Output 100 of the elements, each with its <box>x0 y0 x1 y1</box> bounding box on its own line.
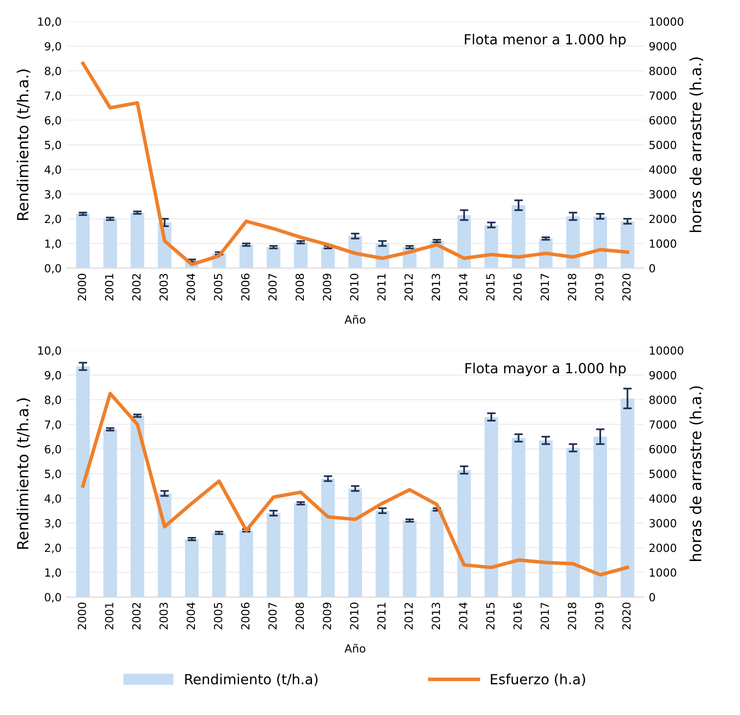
y-tick-label: 3,0 <box>44 190 61 200</box>
bar <box>76 366 90 598</box>
y2-tick-label: 6000 <box>649 444 676 454</box>
x-tick-label: 2017 <box>540 274 550 300</box>
x-tick-label: 2018 <box>568 602 576 630</box>
y2-tick-label: 10000 <box>650 17 684 26</box>
y2-tick-label: 4000 <box>649 494 676 503</box>
bar <box>402 520 416 598</box>
x-tick-label: 2004 <box>186 274 196 300</box>
y2-tick-label: 2000 <box>649 214 676 224</box>
y2-tick-label: 2000 <box>649 544 676 552</box>
y-tick-label: 0,0 <box>44 593 61 603</box>
y-tick-label: 2,0 <box>44 544 61 554</box>
y-tick-label: 7,0 <box>44 91 61 101</box>
y2-tick-label: 9000 <box>649 370 676 380</box>
bar <box>430 509 444 598</box>
y2-tick-label: 0 <box>649 593 655 602</box>
y2-tick-label: 8000 <box>649 396 676 404</box>
text: Flota menor a 1.000 hp <box>464 34 626 48</box>
bar <box>103 218 117 268</box>
x-tick-label: 2009 <box>322 274 332 300</box>
y-tick-label: 1,0 <box>45 239 61 249</box>
x-tick-label: 2007 <box>268 274 277 300</box>
bar <box>566 448 580 598</box>
y-tick-label: 1,0 <box>45 568 61 578</box>
y-axis-title: Rendimiento (t/h.a.) <box>16 70 30 220</box>
y2-tick-label: 7000 <box>650 91 676 100</box>
x-tick-label: 2008 <box>296 274 304 300</box>
y-tick-label: 0,0 <box>44 264 61 274</box>
x-tick-label: 2003 <box>159 602 168 630</box>
x-tick-label: 2005 <box>214 602 222 630</box>
y-tick-label: 8,0 <box>44 66 61 76</box>
y-tick-label: 10,0 <box>38 346 61 356</box>
y-tick-label: 7,0 <box>44 420 61 430</box>
bar <box>484 416 498 598</box>
x-axis-title: Año <box>344 314 366 324</box>
x-tick-label: 2003 <box>159 274 168 300</box>
x-tick-label: 2009 <box>322 602 332 630</box>
x-tick-label: 2020 <box>622 602 631 630</box>
bar <box>185 539 199 598</box>
bar <box>376 510 390 598</box>
bar <box>348 488 362 598</box>
x-tick-label: 2015 <box>486 274 495 300</box>
x-tick-label: 2013 <box>432 274 440 300</box>
x-tick-label: 2010 <box>350 602 358 630</box>
bar <box>538 440 553 598</box>
line-series <box>81 392 630 577</box>
bar <box>593 436 608 598</box>
y2-tick-label: 5000 <box>650 470 676 478</box>
x-tick-label: 2018 <box>568 274 576 300</box>
x-tick-label: 2001 <box>104 274 114 300</box>
y-tick-label: 5,0 <box>44 470 61 480</box>
bar <box>294 242 308 268</box>
bar <box>321 247 335 268</box>
legend-label: Esfuerzo (h.a) <box>490 674 586 686</box>
y2-tick-label: 3000 <box>650 190 676 198</box>
y2-tick-label: 4000 <box>649 165 676 174</box>
y2-tick-label: 10000 <box>650 346 684 355</box>
x-tick-label: 2005 <box>214 274 222 300</box>
y-tick-label: 8,0 <box>44 396 61 406</box>
y-tick-label: 3,0 <box>44 518 61 529</box>
bar <box>593 216 608 268</box>
x-tick-label: 2010 <box>350 274 358 300</box>
y-tick-label: 9,0 <box>44 42 61 52</box>
legend-label: Rendimiento (t/h.a) <box>185 674 318 686</box>
x-tick-label: 2020 <box>622 274 631 300</box>
bar <box>212 532 226 598</box>
y-tick-label: 9,0 <box>44 370 61 381</box>
bar <box>321 478 335 598</box>
x-tick-label: 2014 <box>458 274 468 300</box>
line-series <box>81 62 630 266</box>
bar <box>266 513 280 598</box>
y2-tick-label: 6000 <box>649 116 676 124</box>
y-axis-title: Rendimiento (t/h.a.) <box>16 398 30 549</box>
bar <box>457 470 471 598</box>
x-tick-label: 2011 <box>377 602 386 630</box>
bar <box>130 416 144 598</box>
x-tick-label: 2008 <box>296 602 304 630</box>
bar <box>512 438 526 598</box>
x-tick-label: 2002 <box>132 603 141 630</box>
x-tick-label: 2019 <box>595 274 604 300</box>
bar <box>457 215 471 268</box>
y-tick-label: 2,0 <box>44 214 61 224</box>
x-tick-label: 2012 <box>404 274 413 300</box>
y-tick-label: 5,0 <box>44 140 61 150</box>
y-tick-label: 6,0 <box>44 116 61 126</box>
bar <box>294 503 308 598</box>
y2-tick-label: 1000 <box>650 568 676 577</box>
x-tick-label: 2001 <box>104 602 114 630</box>
y-tick-label: 4,0 <box>44 494 61 504</box>
x-tick-label: 2000 <box>78 602 86 630</box>
y-tick-label: 6,0 <box>44 444 61 455</box>
y2-tick-label: 1000 <box>650 239 676 248</box>
x-tick-label: 2002 <box>132 274 141 300</box>
x-tick-label: 2006 <box>241 602 250 630</box>
bar <box>620 398 634 598</box>
x-tick-label: 2013 <box>432 602 440 630</box>
y-tick-label: 10,0 <box>38 17 61 27</box>
bar <box>103 429 117 598</box>
x-tick-label: 2016 <box>513 274 522 300</box>
